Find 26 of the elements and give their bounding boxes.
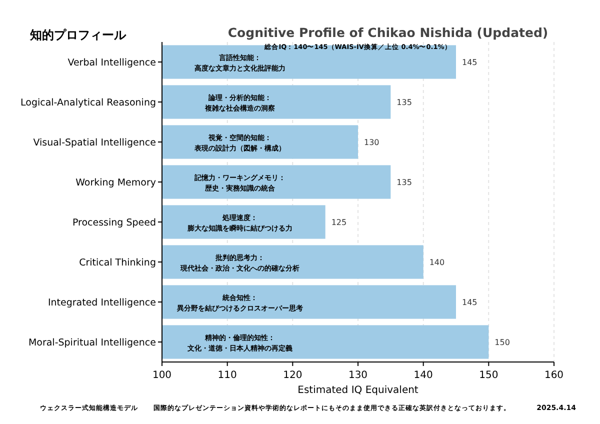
- x-tick-label: 160: [544, 370, 564, 381]
- data-label: 145: [462, 298, 478, 307]
- x-tick-label: 150: [479, 370, 498, 381]
- data-label: 140: [429, 258, 445, 267]
- data-label: 145: [462, 58, 478, 67]
- data-label: 135: [396, 98, 412, 107]
- text: 知的プロフィール: [29, 28, 127, 42]
- y-tick-label: Verbal Intelligence: [68, 58, 156, 68]
- y-tick-label: Working Memory: [76, 178, 156, 188]
- y-tick-label: Integrated Intelligence: [48, 298, 156, 308]
- y-tick-label: Visual-Spatial Intelligence: [33, 138, 156, 148]
- chart-title: Cognitive Profile of Chikao Nishida (Updated): [228, 25, 548, 40]
- x-tick-label: 130: [348, 370, 368, 381]
- data-label: 130: [364, 138, 380, 147]
- y-tick-label: Moral-Spiritual Intelligence: [28, 338, 156, 348]
- data-label: 125: [331, 218, 347, 227]
- x-axis-title: Estimated IQ Equivalent: [298, 385, 418, 396]
- y-tick-label: Logical-Analytical Reasoning: [20, 98, 156, 108]
- data-label: 150: [494, 338, 510, 347]
- x-tick-label: 140: [414, 370, 433, 381]
- y-tick-label: Critical Thinking: [79, 258, 156, 268]
- data-label: 135: [396, 178, 412, 187]
- x-tick-label: 120: [283, 370, 302, 381]
- x-tick-label: 110: [218, 370, 237, 381]
- x-tick-label: 100: [152, 370, 172, 381]
- y-tick-label: Processing Speed: [72, 218, 156, 228]
